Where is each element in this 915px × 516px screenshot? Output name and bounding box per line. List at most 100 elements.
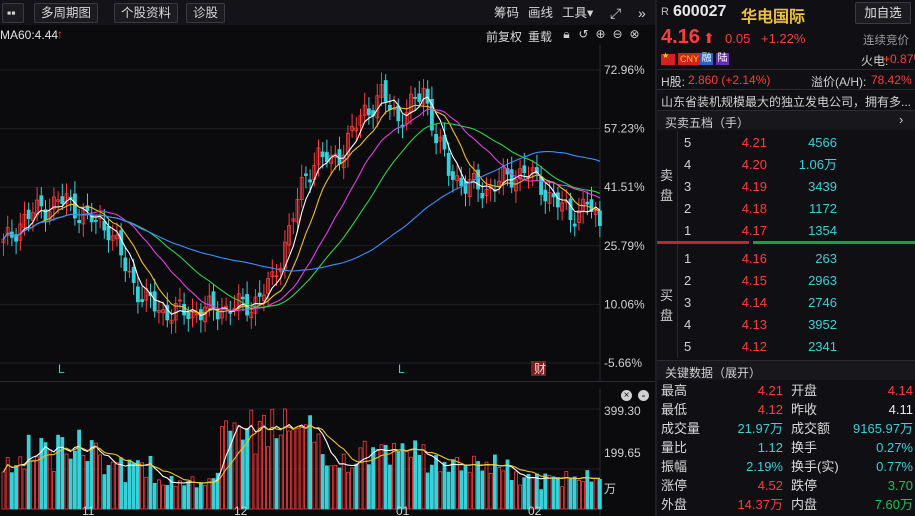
candle-body — [102, 220, 107, 231]
chips-button[interactable]: 筹码 — [494, 6, 520, 20]
diagnose-button[interactable]: 诊股 — [186, 3, 226, 23]
candle-body — [572, 223, 577, 227]
minus-icon[interactable]: ⊖ — [612, 27, 623, 41]
bid-level-3[interactable]: 3 4.14 2746 — [657, 292, 915, 314]
sell-side-label: 卖盘 — [660, 166, 673, 206]
close-pane-icon[interactable]: × — [621, 390, 632, 401]
multi-period-button[interactable]: 多周期图 — [34, 3, 99, 23]
undo-icon[interactable]: ↺ — [578, 27, 589, 41]
volume-bar — [203, 484, 208, 510]
volume-bar — [56, 434, 60, 510]
candle-body — [177, 299, 182, 302]
ask-level-3[interactable]: 3 4.19 3439 — [657, 176, 915, 198]
grid-icon[interactable]: ▪▪ — [2, 3, 24, 23]
candle-body — [295, 198, 300, 223]
stock-profile-button[interactable]: 个股资料 — [114, 3, 179, 23]
key-data-value: 2.19% — [746, 459, 783, 474]
remove-pane-icon[interactable]: - — [638, 389, 649, 401]
ma60-line — [3, 150, 601, 272]
candle-body — [509, 169, 514, 188]
close-icon[interactable]: ⊗ — [629, 27, 640, 41]
event-marker[interactable]: L — [398, 362, 405, 376]
connect-tag: 陆 — [716, 53, 729, 65]
volume-bar — [152, 482, 157, 510]
volume-bar — [266, 446, 271, 510]
candle-body — [366, 108, 371, 116]
volume-bar — [467, 471, 472, 510]
candle-body — [39, 195, 44, 207]
key-data-label: 开盘 — [791, 383, 818, 398]
ask-level-2[interactable]: 2 4.18 1172 — [657, 198, 915, 220]
candle-body — [261, 294, 266, 301]
volume-bar — [358, 447, 363, 510]
h-share-value: 2.860 (+2.14%) — [688, 73, 771, 87]
volume-bar — [14, 465, 19, 510]
candle-body — [383, 80, 388, 102]
candle-body — [299, 176, 304, 200]
adjust-button[interactable]: 前复权 — [486, 30, 523, 44]
volume-bar — [492, 454, 497, 510]
candle-body — [161, 309, 166, 314]
candlestick-chart[interactable]: 72.96% 57.23% 41.51% 25.79% 10.06% -5.66% L L 财 — [0, 45, 655, 381]
ask-level-5[interactable]: 5 4.21 4566 — [657, 132, 915, 154]
volume-bar — [530, 477, 535, 510]
candle-body — [522, 165, 527, 173]
key-data-value: 4.14 — [887, 383, 913, 398]
volume-bar — [169, 476, 174, 510]
candle-body — [5, 227, 10, 237]
candle-body — [518, 168, 522, 180]
candle-body — [127, 270, 132, 273]
volume-bar — [295, 428, 300, 510]
volume-bar — [337, 467, 342, 510]
sector-label[interactable]: 火电: — [861, 54, 889, 68]
volume-chart[interactable]: 399.30 199.65 万 11 12 01 02 — [0, 389, 655, 516]
volume-bar — [556, 477, 560, 510]
draw-line-button[interactable]: 画线 — [528, 6, 554, 20]
volume-bar — [366, 464, 371, 510]
candle-body — [455, 175, 460, 181]
volume-bar — [257, 421, 262, 510]
add-watchlist-button[interactable]: 加自选 — [855, 2, 911, 24]
lock-icon[interactable]: 🔒︎ — [563, 27, 570, 41]
ask-level-num: 2 — [684, 201, 692, 216]
candle-body — [169, 319, 174, 324]
volume-bar — [211, 478, 216, 510]
candle-body — [282, 241, 287, 270]
key-data-header[interactable]: 关键数据（展开） — [657, 360, 915, 380]
company-description[interactable]: 山东省装机规模最大的独立发电公司，拥有多... — [661, 95, 912, 109]
volume-bar — [329, 465, 334, 510]
volume-bar — [253, 453, 258, 510]
volume-bar — [518, 484, 522, 510]
tools-button[interactable]: 工具▾ — [562, 4, 593, 22]
h-share-label: H股: — [661, 75, 686, 89]
volume-bar — [480, 470, 485, 510]
candle-body — [316, 147, 321, 165]
candle-body — [551, 193, 556, 198]
key-data-label: 振幅 — [661, 459, 688, 474]
ask-level-num: 5 — [684, 135, 692, 150]
collapse-icon[interactable]: » — [638, 5, 646, 21]
pane-divider[interactable] — [0, 381, 655, 390]
ask-level-1[interactable]: 1 4.17 1354 — [657, 220, 915, 242]
chevron-right-icon[interactable]: › — [899, 112, 904, 127]
bid-level-4[interactable]: 4 4.13 3952 — [657, 314, 915, 336]
event-marker[interactable]: 财 — [534, 362, 546, 376]
fullscreen-icon[interactable]: ⤢ — [610, 5, 622, 21]
panel-divider[interactable] — [655, 0, 657, 516]
candle-body — [438, 136, 443, 142]
candle-body — [593, 209, 598, 215]
volume-bar — [308, 415, 313, 510]
volume-bar — [182, 485, 187, 510]
candle-body — [22, 213, 27, 229]
candle-body — [320, 151, 325, 158]
bid-level-1[interactable]: 1 4.16 263 — [657, 248, 915, 270]
bid-level-5[interactable]: 5 4.12 2341 — [657, 336, 915, 358]
volume-bar — [236, 425, 241, 510]
event-marker[interactable]: L — [58, 362, 65, 376]
bid-level-2[interactable]: 2 4.15 2963 — [657, 270, 915, 292]
redraw-button[interactable]: 重载 — [528, 30, 553, 44]
add-icon[interactable]: ⊕ — [595, 27, 606, 41]
volume-bar — [429, 464, 434, 510]
volume-bar — [26, 434, 31, 510]
ask-level-4[interactable]: 4 4.20 1.06万 — [657, 154, 915, 176]
